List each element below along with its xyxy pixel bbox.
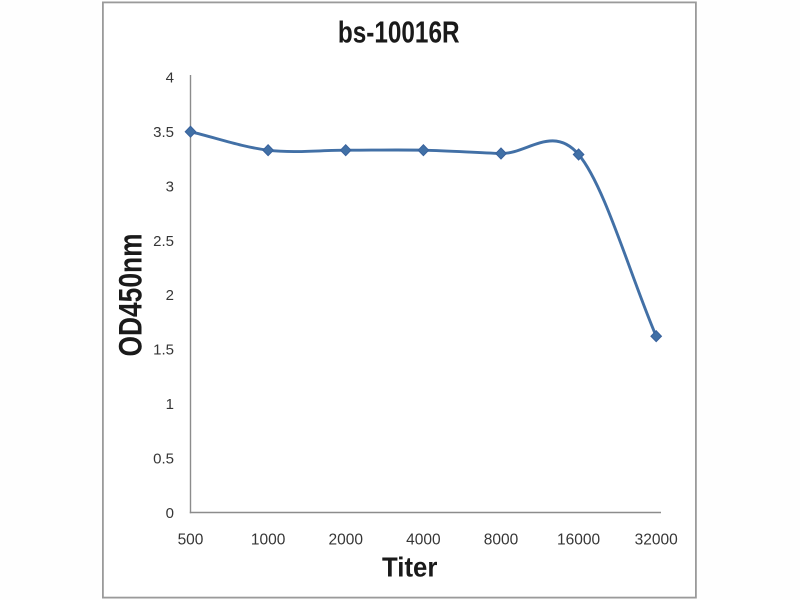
svg-text:0.5: 0.5 (153, 450, 174, 467)
svg-text:3: 3 (166, 178, 174, 195)
svg-text:8000: 8000 (484, 532, 519, 549)
svg-text:3.5: 3.5 (153, 124, 174, 141)
svg-text:bs-10016R: bs-10016R (338, 15, 460, 49)
svg-text:1: 1 (166, 396, 174, 413)
svg-text:4: 4 (166, 70, 174, 87)
svg-text:OD450nm: OD450nm (113, 233, 149, 356)
svg-text:16000: 16000 (557, 532, 600, 549)
svg-text:4000: 4000 (406, 532, 441, 549)
svg-text:32000: 32000 (635, 532, 678, 549)
svg-text:500: 500 (178, 532, 204, 549)
svg-text:Titer: Titer (382, 552, 437, 583)
svg-text:2000: 2000 (328, 532, 363, 549)
svg-text:1000: 1000 (251, 532, 286, 549)
svg-text:0: 0 (166, 505, 174, 522)
svg-text:2.5: 2.5 (153, 233, 174, 250)
svg-text:1.5: 1.5 (153, 342, 174, 359)
svg-text:2: 2 (166, 287, 174, 304)
